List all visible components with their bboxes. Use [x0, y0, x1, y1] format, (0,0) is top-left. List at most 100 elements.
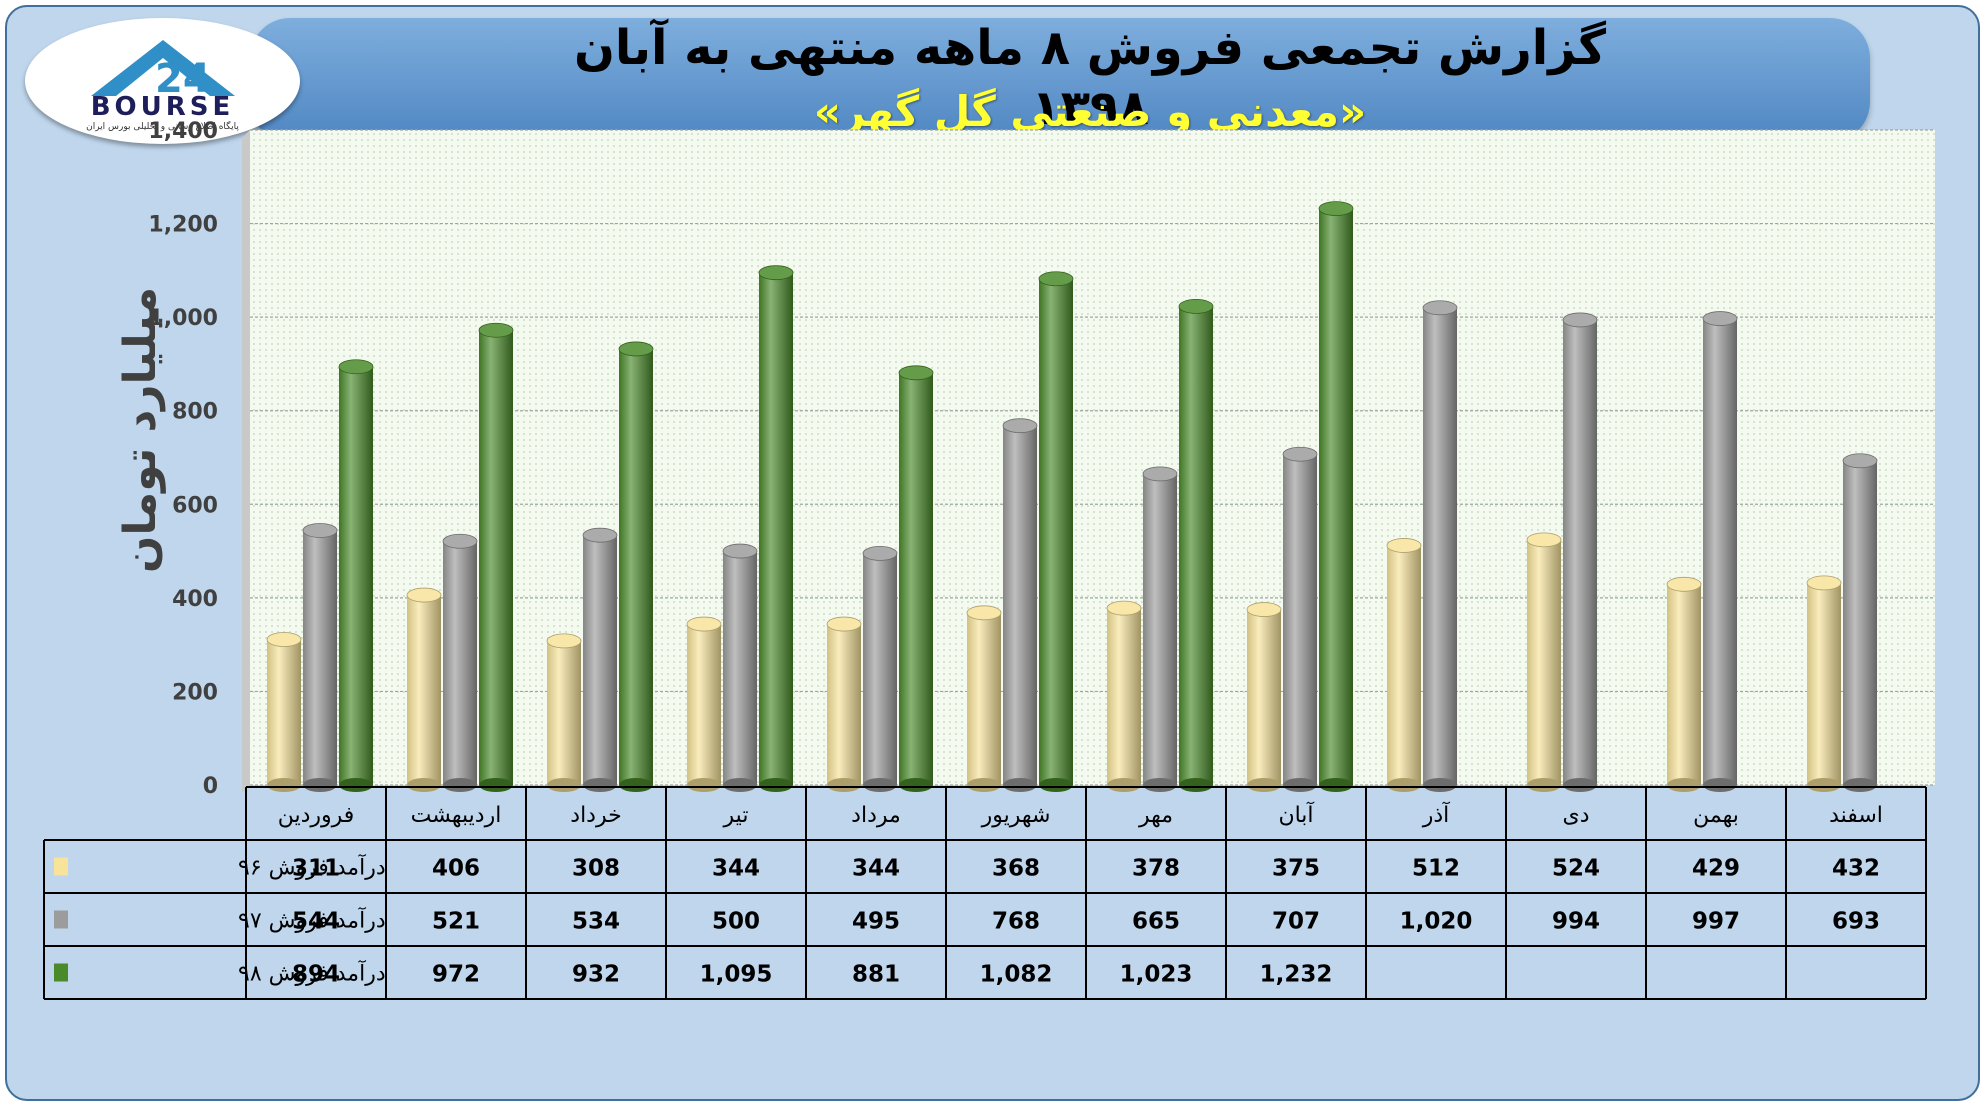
- bar-base: [547, 778, 581, 792]
- bar-body: [303, 530, 337, 785]
- bar-body: [1247, 609, 1281, 785]
- bar-1-9: [1386, 538, 1422, 792]
- bar-base: [1003, 778, 1037, 792]
- x-tick-label: اسفند: [1829, 803, 1883, 828]
- y-tick-label: 800: [172, 400, 218, 425]
- bar-top: [1842, 453, 1878, 469]
- bar-base: [1143, 778, 1177, 792]
- bar-body: [1703, 318, 1737, 785]
- bar-1-12: [1806, 575, 1842, 792]
- bar-top: [1702, 311, 1738, 326]
- data-label: 994: [1552, 909, 1600, 935]
- x-tick-label: فروردین: [278, 803, 355, 828]
- bar-2-6: [1002, 418, 1038, 792]
- y-tick-label: 600: [172, 493, 218, 518]
- bar-top: [758, 265, 794, 281]
- bar-base: [407, 778, 441, 792]
- bar-base: [1807, 778, 1841, 792]
- bar-body: [967, 612, 1001, 785]
- bourse-logo: 24 BOURSE پایگاه اطلاع رسانی و تحلیلی بو…: [25, 18, 300, 144]
- bar-top: [1806, 575, 1842, 591]
- data-label: 894: [292, 962, 340, 988]
- bar-base: [1423, 778, 1457, 792]
- bar-top: [1246, 602, 1282, 617]
- bar-3-7: [1178, 298, 1214, 792]
- bar-body: [1843, 460, 1877, 785]
- bar-body: [759, 272, 793, 786]
- bar-body: [407, 595, 441, 785]
- bar-body: [619, 348, 653, 785]
- bar-base: [863, 778, 897, 792]
- bar-body: [1107, 608, 1141, 785]
- bar-top: [1038, 271, 1074, 287]
- bar-top: [266, 632, 302, 647]
- bar-top: [1178, 298, 1214, 314]
- bar-top: [1002, 418, 1038, 434]
- bar-base: [1319, 778, 1353, 792]
- data-label: 378: [1132, 856, 1180, 882]
- bar-top: [582, 527, 618, 543]
- data-label: 972: [432, 962, 480, 988]
- bar-base: [1107, 778, 1141, 792]
- data-label: 308: [572, 856, 620, 882]
- data-label: 1,020: [1400, 909, 1473, 935]
- data-label: 1,095: [700, 962, 773, 988]
- bar-body: [827, 624, 861, 785]
- bar-body: [1527, 539, 1561, 785]
- x-tick-label: شهریور: [981, 803, 1051, 828]
- x-tick-label: مرداد: [851, 803, 901, 828]
- y-tick-label: 1,000: [148, 306, 218, 331]
- plot-background: [250, 130, 1935, 785]
- bar-top: [1422, 300, 1458, 316]
- bar-top: [1526, 532, 1562, 548]
- bar-base: [443, 778, 477, 792]
- bar-2-11: [1702, 311, 1738, 792]
- bar-base: [339, 778, 373, 792]
- bar-top: [1106, 600, 1142, 616]
- y-tick-label: 1,200: [148, 213, 218, 238]
- bar-top: [862, 546, 898, 561]
- data-label: 375: [1272, 856, 1320, 882]
- bar-base: [899, 778, 933, 792]
- bar-base: [1527, 778, 1561, 792]
- data-table: فروردین اردیبهشت خرداد تیر مرداد شهریور مهر آبا…: [43, 786, 1927, 1000]
- y-tick-label: 1,400: [148, 119, 218, 144]
- bar-base: [479, 778, 513, 792]
- data-label: 429: [1692, 856, 1740, 882]
- bar-2-2: [442, 533, 478, 792]
- bar-base: [1283, 778, 1317, 792]
- x-tick-label: آذر: [1422, 801, 1450, 828]
- bar-1-6: [966, 605, 1002, 792]
- x-tick-label: مهر: [1138, 803, 1173, 828]
- bar-body: [687, 624, 721, 785]
- bar-body: [723, 551, 757, 785]
- data-label: 1,232: [1260, 962, 1333, 988]
- data-label: 1,082: [980, 962, 1053, 988]
- bar-base: [1039, 778, 1073, 792]
- grid-lines: [250, 129, 1935, 786]
- data-label: 881: [852, 962, 900, 988]
- data-label: 707: [1272, 909, 1320, 935]
- bar-2-12: [1842, 453, 1878, 792]
- bar-top: [1142, 466, 1178, 482]
- data-label: 665: [1132, 909, 1180, 935]
- title-banner: [250, 18, 1870, 142]
- bar-body: [1179, 306, 1213, 785]
- bar-3-5: [898, 365, 934, 792]
- data-label: 768: [992, 909, 1040, 935]
- legend-label: درآمد فروش ۹۷: [238, 907, 386, 934]
- legend-swatch: [54, 857, 68, 876]
- bar-base: [583, 778, 617, 792]
- bar-body: [863, 553, 897, 785]
- bar-1-4: [686, 616, 722, 792]
- bar-1-8: [1246, 602, 1282, 792]
- bar-2-9: [1422, 300, 1458, 792]
- data-label: 1,023: [1120, 962, 1193, 988]
- x-tick-label: بهمن: [1693, 803, 1739, 828]
- bar-body: [1563, 319, 1597, 785]
- chart-subtitle: «معدنی و صنعتی گل گهر»: [813, 87, 1367, 136]
- bar-base: [1247, 778, 1281, 792]
- bar-body: [1667, 584, 1701, 785]
- bar-body: [1387, 545, 1421, 785]
